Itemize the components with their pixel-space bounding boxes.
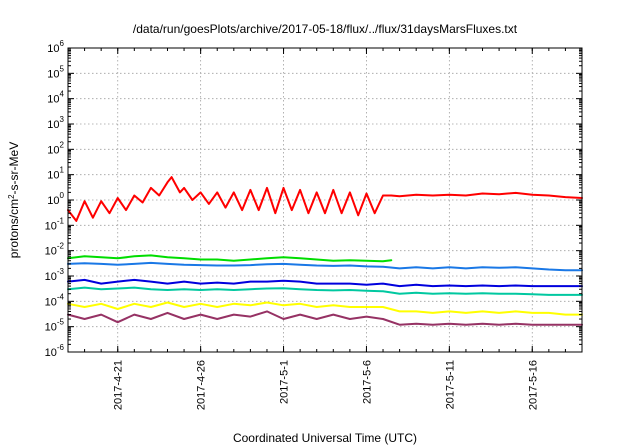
y-axis-label: protons/cm2-s-sr-MeV: [7, 142, 22, 258]
y-tick-label: 10-3: [45, 267, 65, 283]
y-tick-label-exp: -4: [57, 292, 65, 301]
x-tick-label: 2017-4-26: [196, 360, 208, 410]
series-line-6: [67, 301, 583, 316]
y-tick-label-exp: -6: [57, 343, 65, 352]
y-tick-label: 10-6: [45, 343, 65, 359]
y-tick-label-base: 10: [45, 246, 57, 258]
y-tick-label-base: 10: [47, 195, 59, 207]
y-tick-label-base: 10: [45, 347, 57, 359]
x-tick-label: 2017-5-6: [361, 360, 373, 404]
y-tick-label-base: 10: [47, 94, 59, 106]
x-axis: 2017-4-21 2017-4-26 2017-5-1 2017-5-6 2017-5…: [67, 48, 583, 410]
x-tick-label: 2017-5-1: [279, 360, 291, 404]
y-tick-label-base: 10: [47, 119, 59, 131]
y-tick-label: 104: [47, 90, 64, 106]
x-axis-label: Coordinated Universal Time (UTC): [233, 431, 417, 445]
x-tick-label: 2017-5-16: [527, 360, 539, 410]
y-tick-label-exp: 0: [60, 191, 65, 200]
y-tick-label-base: 10: [45, 296, 57, 308]
y-axis: 10-610-510-410-310-210-11001011021031041…: [45, 39, 582, 359]
y-tick-label-base: 10: [47, 43, 59, 55]
grid: [68, 48, 582, 352]
y-tick-label: 103: [47, 115, 64, 131]
y-tick-label: 10-5: [45, 318, 65, 334]
y-axis-label-prefix: protons/cm: [7, 199, 21, 258]
y-tick-label: 10-2: [45, 242, 65, 258]
series-line-5: [67, 286, 583, 296]
y-tick-label-exp: 2: [60, 140, 65, 149]
y-tick-label-base: 10: [45, 271, 57, 283]
y-tick-label-exp: 3: [60, 115, 65, 124]
series-line-2: [67, 254, 393, 263]
y-tick-label-base: 10: [47, 68, 59, 80]
y-tick-label-exp: -1: [57, 216, 65, 225]
series-layer: [67, 176, 583, 326]
series-line-1: [67, 176, 583, 222]
x-tick-label: 2017-5-11: [444, 360, 456, 409]
y-axis-label-sup: 2: [7, 194, 16, 199]
series-line-3: [67, 261, 583, 272]
y-tick-label-base: 10: [47, 144, 59, 156]
y-tick-label-exp: -3: [57, 267, 65, 276]
y-tick-label: 102: [47, 140, 64, 156]
y-tick-label-exp: 5: [60, 64, 65, 73]
y-axis-label-suffix: -s-sr-MeV: [7, 142, 21, 195]
y-tick-label-base: 10: [45, 220, 57, 232]
y-tick-label: 105: [47, 64, 64, 80]
chart-title: /data/run/goesPlots/archive/2017-05-18/f…: [133, 22, 518, 36]
series-line-7: [67, 310, 583, 326]
y-tick-label-exp: 4: [60, 90, 65, 99]
y-tick-label-exp: -5: [57, 318, 65, 327]
y-tick-label: 106: [47, 39, 64, 55]
series-line-4: [67, 278, 583, 288]
y-tick-label-exp: -2: [57, 242, 65, 251]
y-tick-label: 10-1: [45, 216, 65, 232]
y-tick-label-exp: 1: [60, 166, 65, 175]
y-tick-label-exp: 6: [60, 39, 65, 48]
y-tick-label: 100: [47, 191, 64, 207]
y-tick-label: 10-4: [45, 292, 65, 308]
y-tick-label-base: 10: [45, 322, 57, 334]
x-tick-label: 2017-4-21: [113, 360, 125, 410]
y-tick-label: 101: [47, 166, 64, 182]
y-tick-label-base: 10: [47, 170, 59, 182]
